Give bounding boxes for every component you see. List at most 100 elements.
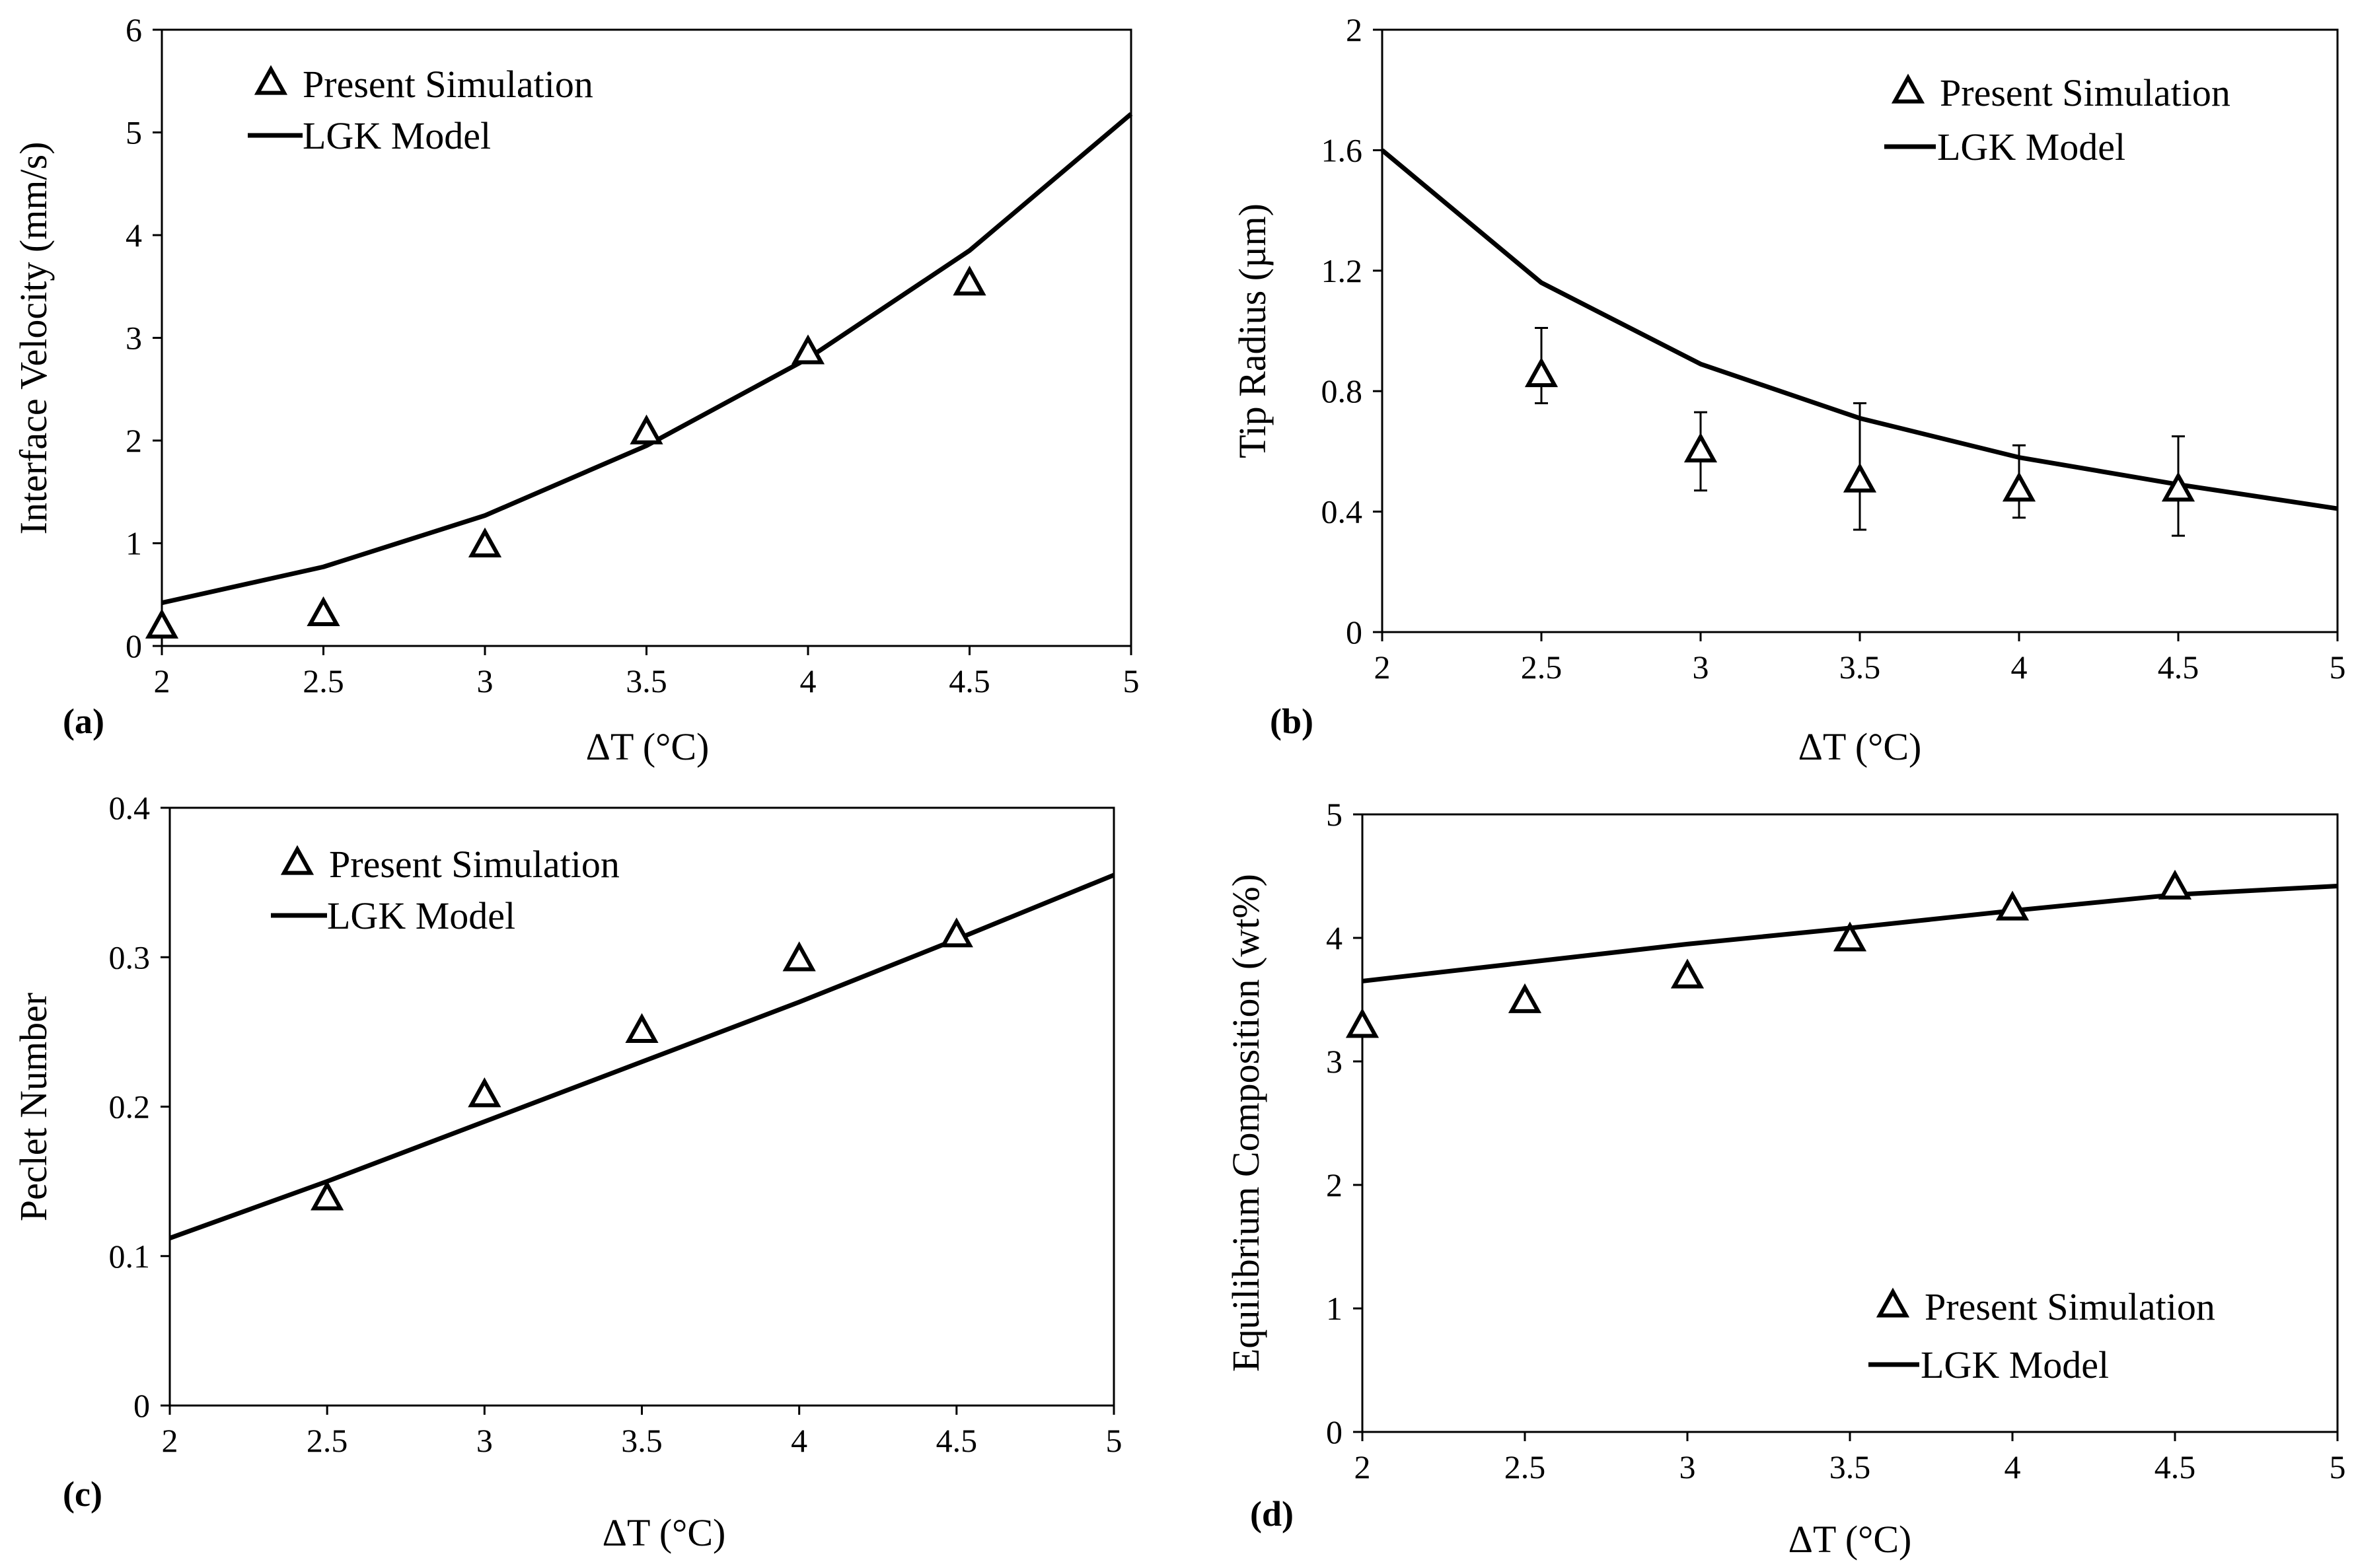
x-tick-label: 2 [1374, 649, 1391, 686]
panel-label: (b) [1270, 701, 1313, 741]
simulation-point [953, 266, 986, 296]
x-tick-label: 3.5 [626, 662, 667, 699]
y-tick-label: 4 [126, 217, 142, 254]
x-tick-label: 3.5 [1829, 1448, 1871, 1485]
y-tick-label: 0.1 [109, 1238, 151, 1275]
x-tick-label: 2.5 [1521, 649, 1563, 686]
legend-label-model: LGK Model [1921, 1343, 2109, 1386]
y-tick-label: 0.4 [1321, 493, 1363, 530]
y-tick-label: 1.6 [1321, 131, 1363, 168]
x-tick-label: 4 [800, 662, 817, 699]
y-tick-label: 5 [1326, 796, 1343, 833]
x-tick-label: 5 [2330, 649, 2346, 686]
legend-label-simulation: Present Simulation [329, 843, 620, 886]
legend-label-model: LGK Model [1937, 125, 2125, 168]
simulation-point [791, 334, 825, 365]
plot-frame [168, 806, 1115, 1407]
y-axis-title: Interface Velocity (mm/s) [12, 142, 55, 535]
x-tick-label: 5 [2330, 1448, 2346, 1485]
simulation-point [1843, 462, 1877, 493]
lgk-model-line [168, 873, 1115, 1240]
x-tick-label: 2.5 [307, 1422, 348, 1459]
x-axis-title: ΔT (°C) [1788, 1518, 1912, 1561]
simulation-point [2002, 472, 2036, 502]
x-tick-label: 2 [1354, 1448, 1371, 1485]
x-tick-label: 5 [1106, 1422, 1123, 1459]
simulation-point [1508, 983, 1542, 1013]
x-tick-label: 4.5 [949, 662, 990, 699]
y-tick-label: 3 [1326, 1043, 1343, 1080]
y-tick-label: 2 [1326, 1166, 1343, 1203]
y-tick-label: 6 [126, 11, 142, 48]
simulation-point [2161, 472, 2195, 502]
chart-panel-1: 2 2.5 3 3.5 4 4.5 5 0 1 2 3 4 5 6 ΔT (°C) Interface Vel… [12, 11, 1140, 768]
y-tick-label: 0 [1346, 614, 1362, 651]
x-tick-label: 3.5 [1839, 649, 1881, 686]
x-tick-label: 4 [2005, 1448, 2021, 1485]
y-tick-label: 3 [126, 320, 142, 357]
y-tick-label: 1 [126, 525, 142, 562]
y-tick-label: 0 [1326, 1413, 1343, 1450]
x-tick-label: 4 [791, 1422, 807, 1459]
plot-frame [1361, 813, 2339, 1433]
y-tick-label: 0.3 [109, 939, 151, 976]
simulation-point [311, 1180, 344, 1211]
x-tick-label: 4.5 [2158, 649, 2199, 686]
y-tick-label: 1 [1326, 1290, 1343, 1327]
x-tick-label: 3 [476, 1422, 493, 1459]
chart-panel-3: 2 2.5 3 3.5 4 4.5 5 0 0.1 0.2 0.3 0.4 ΔT (°C) Peclet … [12, 789, 1123, 1554]
x-tick-label: 3 [1679, 1448, 1696, 1485]
y-tick-label: 1.2 [1321, 252, 1363, 289]
y-tick-label: 2 [126, 422, 142, 459]
x-tick-label: 2.5 [303, 662, 344, 699]
legend-triangle-icon [1891, 73, 1925, 104]
y-tick-label: 0.8 [1321, 373, 1363, 410]
simulation-point [1995, 890, 2030, 921]
simulation-point [468, 527, 502, 557]
chart-panel-4: 2 2.5 3 3.5 4 4.5 5 0 1 2 3 4 5 ΔT (°C) Equilibrium Co… [1224, 796, 2346, 1561]
simulation-point [782, 941, 816, 972]
chart-panel-2: 2 2.5 3 3.5 4 4.5 5 0 0.4 0.8 1.2 1.6 2 ΔT (°C) Tip Ra… [1231, 11, 2346, 768]
legend-label-model: LGK Model [327, 894, 515, 937]
x-axis-title: ΔT (°C) [586, 725, 710, 768]
x-axis-title: ΔT (°C) [603, 1511, 726, 1554]
y-tick-label: 0 [133, 1387, 150, 1424]
simulation-point [625, 1013, 659, 1044]
simulation-point [1683, 432, 1718, 463]
y-tick-label: 0.2 [109, 1088, 151, 1125]
x-tick-label: 4 [2011, 649, 2028, 686]
legend-triangle-icon [1876, 1287, 1910, 1318]
y-tick-label: 0 [126, 627, 142, 664]
x-tick-label: 2.5 [1504, 1448, 1546, 1485]
simulation-point [939, 917, 973, 948]
x-tick-label: 4.5 [2154, 1448, 2196, 1485]
panel-label: (d) [1250, 1494, 1294, 1534]
y-axis-title: Peclet Number [12, 993, 55, 1221]
legend-label-simulation: Present Simulation [1925, 1285, 2215, 1328]
simulation-point [307, 596, 340, 627]
y-tick-label: 2 [1346, 11, 1362, 48]
x-axis-title: ΔT (°C) [1798, 725, 1922, 768]
simulation-point [1833, 921, 1867, 952]
y-axis-title: Equilibrium Composition (wt%) [1224, 874, 1267, 1372]
legend-triangle-icon [254, 65, 288, 95]
y-tick-label: 4 [1326, 919, 1343, 956]
simulation-point [2158, 869, 2192, 900]
y-tick-label: 0.4 [109, 789, 151, 826]
panel-label: (a) [63, 701, 104, 741]
lgk-model-line [161, 112, 1133, 606]
x-tick-label: 3.5 [621, 1422, 663, 1459]
legend-triangle-icon [280, 845, 314, 875]
x-tick-label: 2 [154, 662, 170, 699]
panel-label: (c) [63, 1474, 102, 1514]
legend-label-simulation: Present Simulation [303, 63, 593, 106]
x-tick-label: 3 [477, 662, 494, 699]
y-tick-label: 5 [126, 114, 142, 151]
x-tick-label: 3 [1693, 649, 1709, 686]
simulation-point [1345, 1008, 1380, 1038]
x-tick-label: 5 [1123, 662, 1140, 699]
legend-label-simulation: Present Simulation [1940, 71, 2230, 114]
x-tick-label: 4.5 [936, 1422, 978, 1459]
plot-frame [1381, 28, 2339, 633]
